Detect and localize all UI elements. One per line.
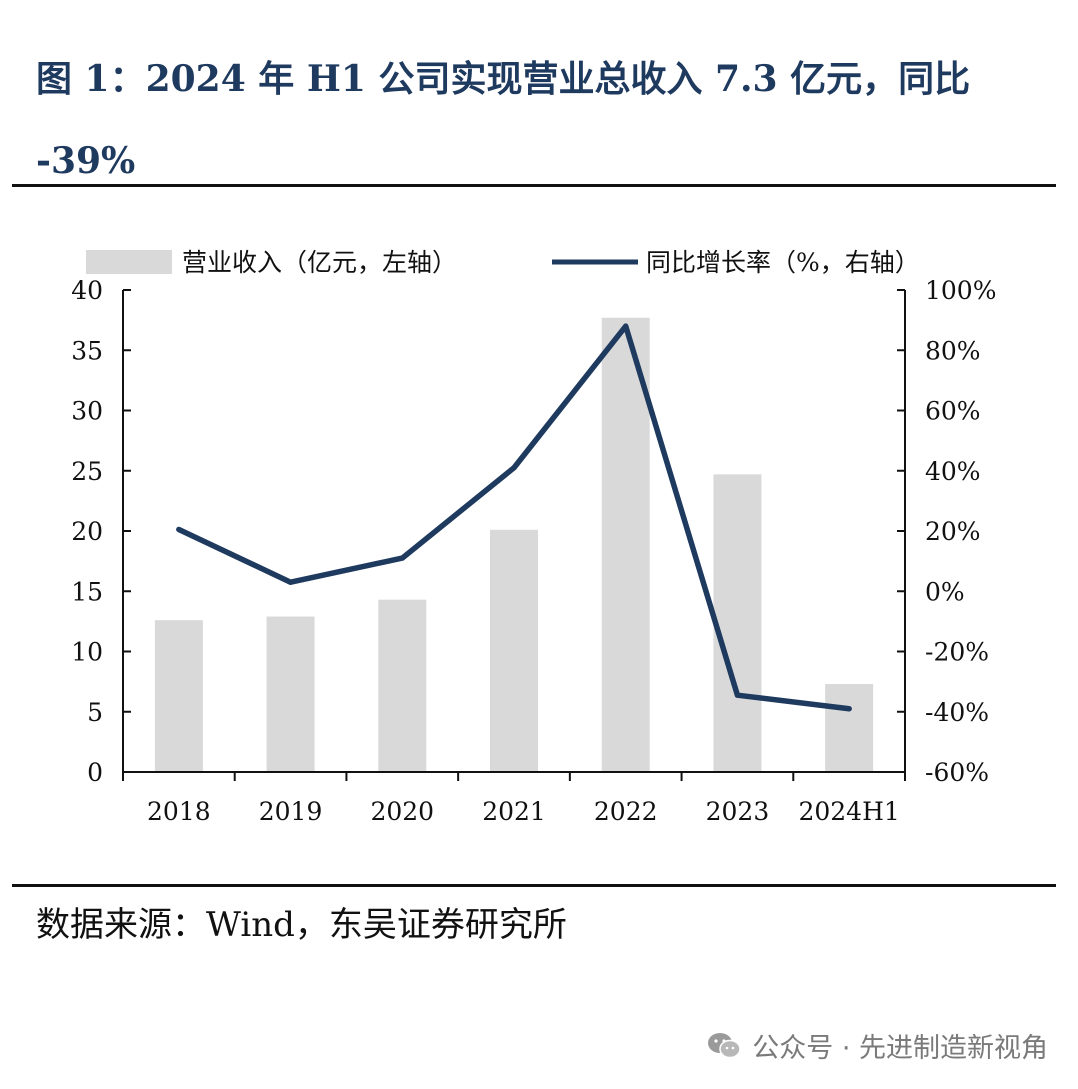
y-left-tick-label: 20 [71,517,103,546]
x-tick-label: 2022 [594,797,658,826]
bar-series [154,317,874,772]
y-left-tick-label: 5 [87,698,103,727]
top-rule [12,184,1056,187]
x-tick-label: 2024H1 [798,797,899,826]
line-point-2020 [399,555,405,561]
y-right-tick-label: -40% [925,698,989,727]
source-note: 数据来源：Wind，东吴证券研究所 [36,905,567,945]
wechat-icon [708,1032,741,1058]
y-right-tick-label: 40% [925,457,981,486]
y-right-tick-label: 100% [925,276,996,305]
bar-2024H1 [825,684,874,772]
y-left-tick-label: 10 [71,638,103,667]
line-point-2023 [734,692,740,698]
line-point-2021 [511,465,517,471]
y-left-tick-label: 0 [87,758,103,787]
chart: 营业收入（亿元，左轴） 同比增长率（%，右轴） 0 5 10 15 20 25 30 35 40 -… [71,248,996,826]
x-tick-label: 2019 [259,797,323,826]
line-point-2024H1 [846,706,852,712]
line-point-2018 [176,526,182,532]
y-left-tick-label: 30 [71,397,103,426]
legend-label-bar: 营业收入（亿元，左轴） [182,248,457,277]
x-tick-label: 2023 [706,797,770,826]
y-right-tick-label: 80% [925,336,981,365]
y-left-tick-label: 25 [71,457,103,486]
y-right-tick-label: -20% [925,638,989,667]
x-tick-label: 2018 [147,797,211,826]
bar-2018 [154,620,203,772]
watermark-text: 公众号 · 先进制造新视角 [752,1033,1048,1064]
bar-2022 [601,317,650,772]
bottom-rule [12,884,1056,887]
x-tick-label: 2021 [482,797,546,826]
axes: 0 5 10 15 20 25 30 35 40 -60% -40% -20% 0% 20% 40% 60% 8… [71,276,996,826]
line-series [176,323,852,712]
y-right-tick-label: -60% [925,758,989,787]
y-left-tick-label: 40 [71,276,103,305]
y-left-tick-label: 35 [71,336,103,365]
x-tick-label: 2020 [370,797,434,826]
y-right-tick-label: 20% [925,517,981,546]
figure-title: 图 1：2024 年 H1 公司实现营业总收入 7.3 亿元，同比 -39% [36,58,971,182]
bar-2020 [378,599,427,772]
line-point-2019 [288,579,294,585]
bar-2023 [713,474,762,772]
y-right-tick-label: 60% [925,397,981,426]
y-left-tick-label: 15 [71,577,103,606]
bar-2021 [490,529,538,772]
legend: 营业收入（亿元，左轴） 同比增长率（%，右轴） [86,248,920,277]
watermark: 公众号 · 先进制造新视角 [706,1026,1048,1065]
y-right-tick-label: 0% [925,577,965,606]
bar-2019 [266,616,315,772]
legend-swatch-bar [86,250,172,274]
legend-label-line: 同比增长率（%，右轴） [646,248,920,277]
line-point-2022 [623,323,629,329]
